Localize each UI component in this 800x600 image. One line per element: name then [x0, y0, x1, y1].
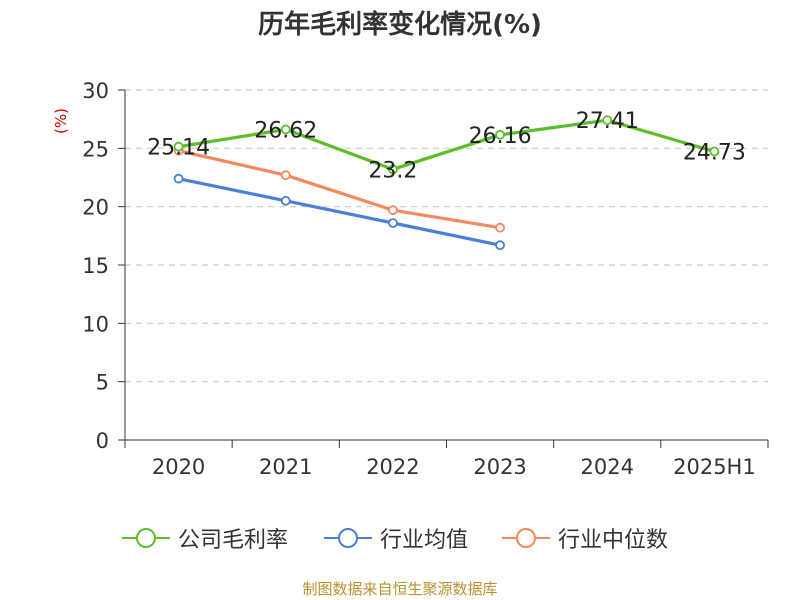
y-tick-label: 30 — [82, 79, 109, 103]
x-tick-label: 2023 — [473, 455, 526, 479]
legend-item-company[interactable]: 公司毛利率 — [120, 520, 288, 556]
x-tick-label: 2020 — [152, 455, 205, 479]
data-label: 26.16 — [469, 124, 532, 149]
legend-marker-industry-median-icon — [502, 528, 550, 548]
data-point — [388, 205, 398, 216]
legend-item-industry-median[interactable]: 行业中位数 — [500, 520, 668, 556]
y-tick-label: 20 — [82, 196, 109, 220]
legend-label-company: 公司毛利率 — [178, 528, 289, 553]
series-line — [178, 149, 501, 230]
y-tick-label: 25 — [82, 137, 109, 161]
data-label: 25.14 — [147, 136, 210, 161]
data-label: 24.73 — [683, 140, 746, 165]
data-point — [173, 173, 184, 184]
legend-marker-industry-mean-icon — [324, 528, 372, 548]
data-point — [388, 164, 398, 175]
legend-label-industry-median: 行业中位数 — [558, 528, 669, 553]
legend-marker-company-icon — [122, 528, 170, 548]
data-point — [709, 146, 720, 157]
data-point — [280, 124, 291, 135]
y-tick-label: 0 — [96, 429, 109, 453]
data-label: 27.41 — [576, 109, 639, 134]
series-line — [178, 118, 715, 171]
chart-title: 历年毛利率变化情况(%) — [258, 10, 542, 40]
data-point — [495, 129, 505, 140]
data-source-note: 制图数据来自恒生聚源数据库 — [302, 580, 498, 598]
legend-item-industry-mean[interactable]: 行业均值 — [322, 520, 468, 556]
data-point — [173, 141, 184, 152]
x-tick-label: 2025H1 — [673, 455, 756, 479]
x-tick-label: 2024 — [581, 455, 634, 479]
y-tick-label: 15 — [82, 254, 109, 278]
data-point — [495, 222, 505, 233]
data-label: 23.2 — [368, 158, 417, 183]
data-point — [280, 170, 291, 181]
data-point — [280, 195, 291, 206]
y-tick-label: 10 — [82, 312, 109, 336]
data-point — [602, 115, 613, 126]
y-tick-label: 5 — [96, 371, 109, 395]
data-label: 26.62 — [254, 118, 317, 143]
data-point — [495, 240, 505, 251]
line-chart: 0 5 10 15 20 25 30 2020 2021 2022 2023 2024 2025H1 25… — [82, 79, 769, 479]
legend: 公司毛利率 行业均值 行业中位数 — [0, 520, 800, 556]
x-tick-label: 2022 — [366, 455, 419, 479]
data-point — [388, 218, 398, 228]
series-line — [178, 177, 501, 247]
x-tick-label: 2021 — [259, 455, 312, 479]
legend-label-industry-mean: 行业均值 — [380, 528, 469, 553]
